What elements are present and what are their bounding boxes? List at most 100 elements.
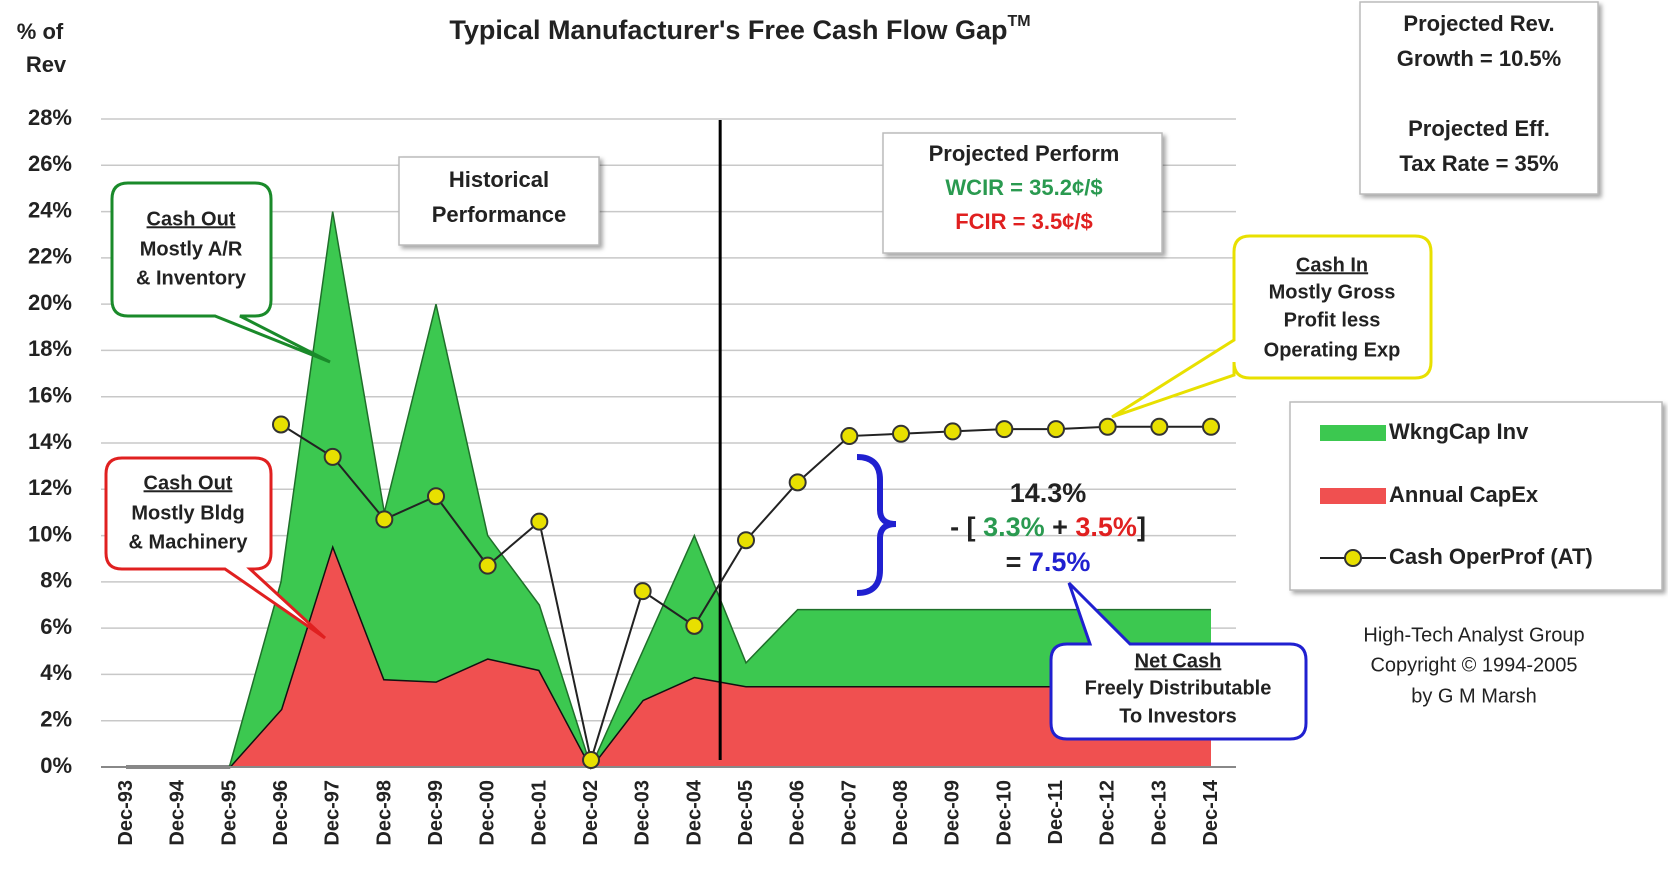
x-tick-label: Dec-93 [115, 780, 137, 846]
point [788, 473, 807, 492]
y-label: Rev [26, 52, 67, 77]
y-tick-label: 8% [40, 568, 72, 593]
point [685, 616, 704, 635]
y-tick-label: 26% [28, 151, 72, 176]
note: Freely Distributable [1085, 677, 1272, 699]
x-tick-label: Dec-95 [218, 780, 240, 846]
x-tick-label: Dec-06 [787, 780, 809, 846]
note: & Inventory [136, 267, 247, 289]
brace [856, 454, 897, 596]
legend-label: Annual CapEx [1389, 482, 1539, 507]
point [1098, 417, 1117, 436]
equation: 14.3% [1010, 478, 1087, 508]
point [478, 556, 497, 575]
x-tick-label: Dec-94 [167, 779, 189, 845]
x-tick-label: Dec-03 [632, 780, 654, 846]
note: Projected Rev. [1403, 11, 1554, 36]
y-tick-label: 16% [28, 383, 72, 408]
x-tick-label: Dec-99 [425, 780, 447, 846]
x-tick-label: Dec-04 [683, 779, 705, 845]
eq-part: 3.3% [983, 512, 1045, 542]
note: Net Cash [1135, 650, 1222, 672]
note: Mostly Bldg [131, 502, 244, 524]
credit: Copyright © 1994-2005 [1370, 654, 1577, 676]
x-tick-label: Dec-11 [1045, 780, 1067, 845]
legend-swatch [1320, 425, 1386, 441]
point [737, 531, 755, 550]
eq-part: = [1006, 547, 1029, 577]
y-tick-label: 12% [28, 475, 72, 500]
y-tick-label: 24% [28, 197, 72, 222]
callout [1111, 234, 1433, 419]
note: Historical [449, 167, 549, 192]
point [633, 582, 652, 601]
callout [110, 181, 331, 364]
x-tick-label: Dec-00 [477, 780, 499, 846]
callout [104, 456, 327, 640]
x-tick-label: Dec-14 [1200, 779, 1222, 845]
y-tick-label: 4% [40, 660, 72, 685]
eq-part: + [1045, 512, 1076, 542]
title-mark: TM [1007, 13, 1030, 30]
equation: - [ 3.3% + 3.5%] [950, 512, 1146, 542]
x-tick-label: Dec-12 [1097, 780, 1119, 846]
area-edge [126, 211, 1211, 770]
note: Performance [432, 202, 567, 227]
x-tick-label: Dec-08 [890, 780, 912, 846]
point [943, 422, 962, 441]
y-tick-label: 22% [28, 244, 72, 269]
legend-swatch [1320, 488, 1386, 504]
point [427, 487, 445, 506]
y-tick-label: 18% [28, 336, 72, 361]
y-tick-label: 10% [28, 521, 72, 546]
legend-label: WkngCap Inv [1389, 419, 1529, 444]
point [1047, 420, 1065, 439]
projected-box [882, 132, 1163, 254]
eq-part: - [ [950, 512, 983, 542]
y-tick-label: 14% [28, 429, 72, 454]
point [1202, 417, 1220, 436]
point [840, 427, 859, 446]
x-tick-label: Dec-97 [322, 780, 344, 846]
note: Profit less [1284, 309, 1381, 331]
note: Projected Eff. [1408, 116, 1550, 141]
annotations: Projected Rev. Growth = 10.5% Projected … [104, 1, 1599, 741]
x-tick-label: Dec-01 [528, 780, 550, 846]
x-tick-label: Dec-96 [270, 780, 292, 846]
title-text: Typical Manufacturer's Free Cash Flow Ga… [449, 15, 1007, 45]
note: FCIR = 3.5¢/$ [955, 209, 1093, 234]
point [582, 751, 600, 770]
legend: WkngCap Inv Annual CapEx Cash OperProf (AT… [1289, 401, 1663, 591]
area [126, 211, 1211, 768]
note: Operating Exp [1264, 339, 1401, 361]
note: Tax Rate = 35% [1399, 151, 1558, 176]
legend-swatch [1344, 549, 1362, 567]
note: Growth = 10.5% [1397, 46, 1561, 71]
y-tick-label: 20% [28, 290, 72, 315]
callout [1049, 581, 1308, 741]
point [323, 447, 342, 466]
area [126, 544, 1211, 767]
plot: 0% 2% 4% 6% 8% 10% 12% 14% 16% 18% 20% 22% 24% 26% 28%… [28, 105, 1236, 846]
eq-part: 3.5% [1075, 512, 1137, 542]
point [995, 420, 1014, 439]
x-tick-label: Dec-02 [580, 780, 602, 846]
note: WCIR = 35.2¢/$ [945, 175, 1102, 200]
note: Projected Perform [929, 141, 1120, 166]
legend-label: Cash OperProf (AT) [1389, 544, 1593, 569]
x-tick-label: Dec-09 [942, 780, 964, 846]
x-tick-label: Dec-07 [838, 780, 860, 846]
x-tick-label: Dec-05 [735, 780, 757, 846]
credit: by G M Marsh [1411, 685, 1537, 707]
note: Mostly Gross [1269, 281, 1396, 303]
point [892, 424, 910, 443]
point [1150, 417, 1169, 436]
note: To Investors [1119, 705, 1236, 727]
y-tick-label: 0% [40, 753, 72, 778]
y-tick-label: 6% [40, 614, 72, 639]
note: Cash In [1296, 254, 1368, 276]
historical-box [398, 156, 600, 246]
point [375, 510, 394, 529]
eq-part: ] [1137, 512, 1146, 542]
x-tick-label: Dec-98 [373, 780, 395, 846]
